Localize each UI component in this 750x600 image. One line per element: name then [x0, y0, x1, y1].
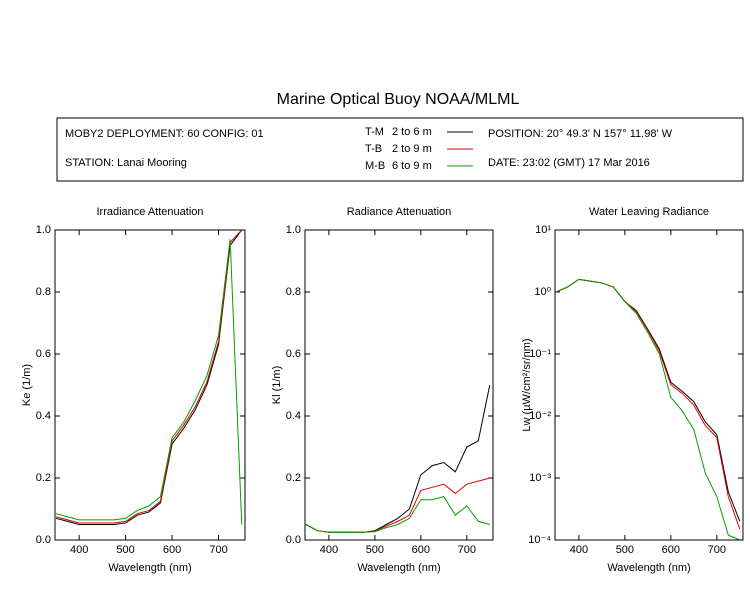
x-tick-label: 600: [163, 544, 181, 556]
legend-name: T-M: [365, 126, 384, 138]
x-tick-label: 400: [570, 544, 588, 556]
subplot-title: Radiance Attenuation: [347, 206, 452, 218]
series-line: [555, 278, 741, 522]
x-tick-label: 500: [366, 544, 384, 556]
plot-frame: [54, 229, 246, 541]
x-axis-label: Wavelength (nm): [607, 562, 690, 574]
y-axis-label: Ke (1/m): [21, 364, 33, 406]
legend-depth: 6 to 9 m: [392, 160, 432, 172]
y-tick-label: 0.0: [286, 534, 301, 546]
station: STATION: Lanai Mooring: [65, 157, 187, 169]
y-tick-label: 0.6: [286, 348, 301, 360]
subplot-title: Water Leaving Radiance: [589, 206, 709, 218]
x-tick-label: 500: [116, 544, 134, 556]
legend-name: M-B: [365, 160, 385, 172]
series-line: [55, 230, 243, 525]
page-title: Marine Optical Buoy NOAA/MLML: [277, 91, 520, 108]
y-tick-label: 0.8: [36, 286, 51, 298]
y-axis-label: Lw (µW/cm²/sr/nm): [521, 338, 533, 431]
y-axis-label: Kl (1/m): [271, 366, 283, 405]
legend-name: T-B: [365, 143, 382, 155]
x-axis-label: Wavelength (nm): [357, 562, 440, 574]
x-tick-label: 400: [70, 544, 88, 556]
x-tick-label: 500: [616, 544, 634, 556]
y-tick-label: 10⁻⁴: [528, 534, 551, 546]
y-tick-label: 10⁻¹: [529, 348, 551, 360]
y-tick-label: 10¹: [535, 224, 551, 236]
plot-frame: [554, 229, 744, 541]
legend-depth: 2 to 6 m: [392, 126, 432, 138]
series-line: [55, 230, 243, 524]
y-tick-label: 0.4: [36, 410, 51, 422]
x-tick-label: 600: [412, 544, 430, 556]
series-line: [55, 239, 243, 525]
subplot-title: Irradiance Attenuation: [96, 206, 203, 218]
y-tick-label: 1.0: [286, 224, 301, 236]
deployment: MOBY2 DEPLOYMENT: 60 CONFIG: 01: [65, 128, 264, 140]
y-tick-label: 10⁰: [534, 286, 551, 298]
y-tick-label: 0.6: [36, 348, 51, 360]
y-tick-label: 0.2: [36, 472, 51, 484]
series-line: [555, 278, 741, 530]
y-tick-label: 0.8: [286, 286, 301, 298]
legend-depth: 2 to 9 m: [392, 143, 432, 155]
y-tick-label: 0.2: [286, 472, 301, 484]
y-tick-label: 1.0: [36, 224, 51, 236]
y-tick-label: 0.4: [286, 410, 301, 422]
y-tick-label: 10⁻²: [529, 410, 551, 422]
x-tick-label: 700: [458, 544, 476, 556]
series-line: [555, 278, 740, 540]
x-tick-label: 700: [708, 544, 726, 556]
series-line: [305, 496, 490, 533]
x-tick-label: 600: [662, 544, 680, 556]
plot-frame: [304, 229, 494, 541]
y-tick-label: 10⁻³: [529, 472, 551, 484]
info-box: [56, 117, 744, 182]
date: DATE: 23:02 (GMT) 17 Mar 2016: [488, 157, 650, 169]
x-tick-label: 400: [320, 544, 338, 556]
x-tick-label: 700: [209, 544, 227, 556]
x-axis-label: Wavelength (nm): [108, 562, 191, 574]
y-tick-label: 0.0: [36, 534, 51, 546]
position: POSITION: 20° 49.3' N 157° 11.98' W: [488, 128, 673, 140]
